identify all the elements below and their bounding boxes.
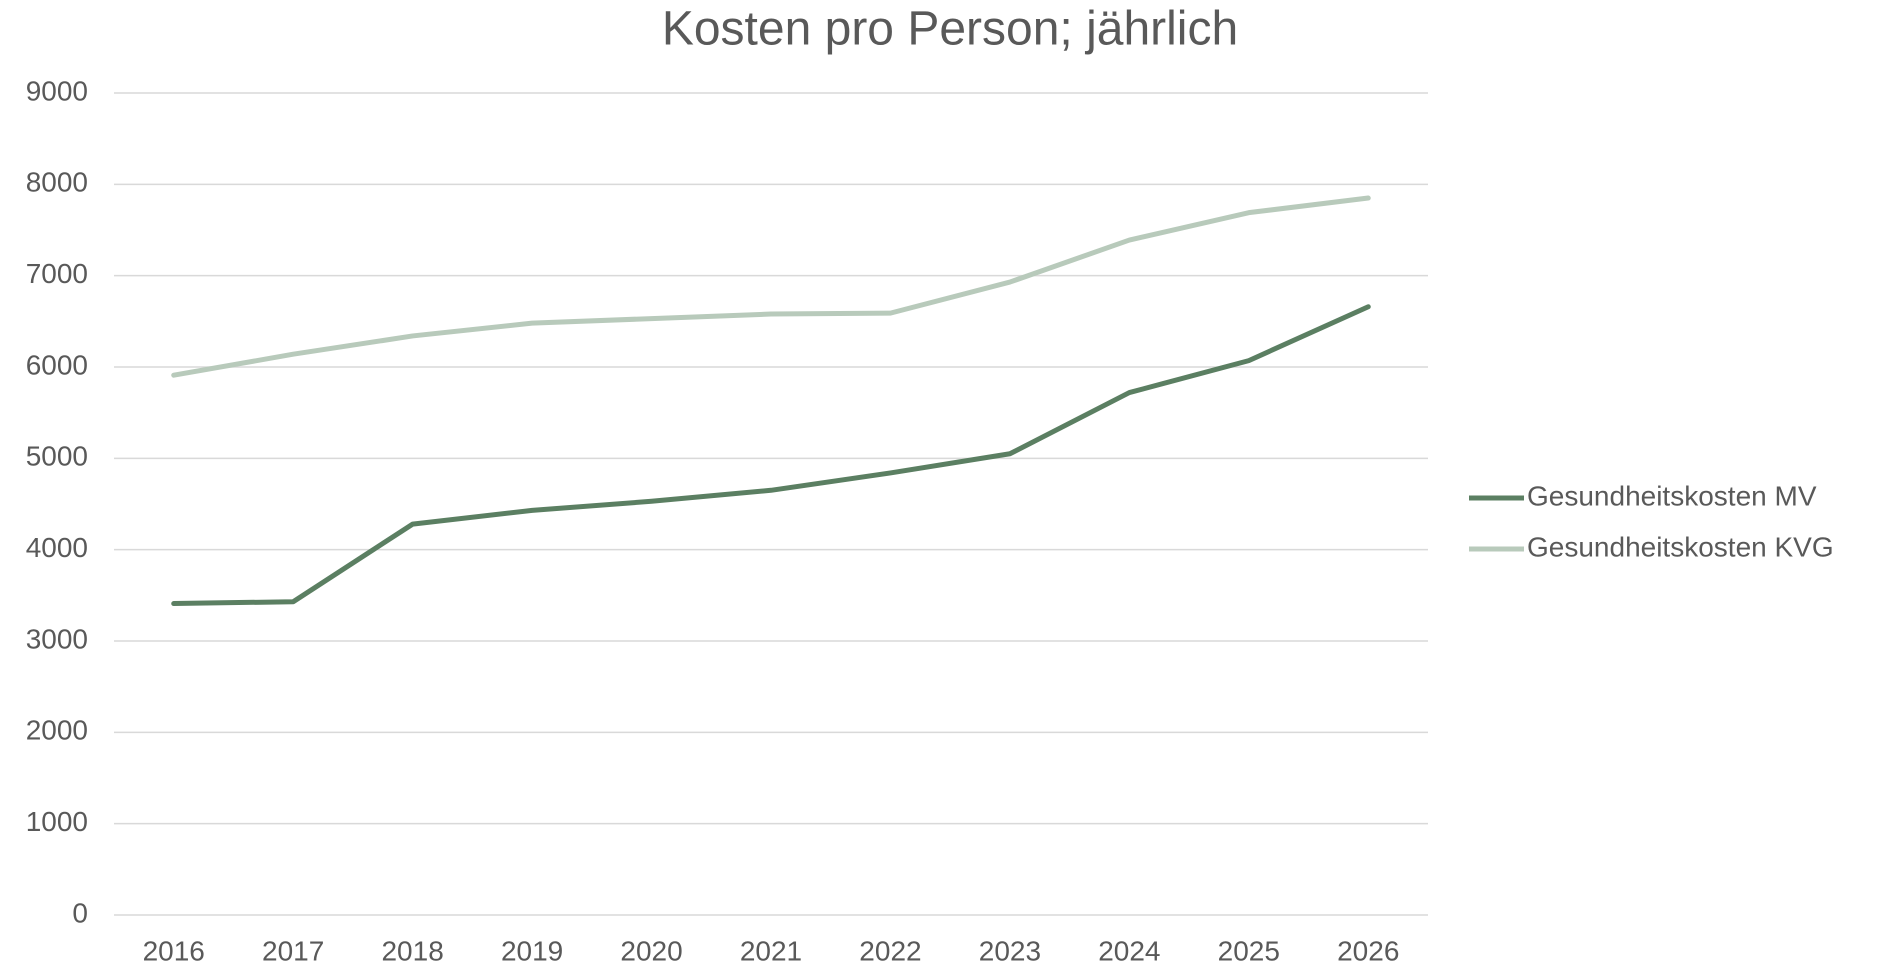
series-line xyxy=(171,195,1371,378)
x-tick-label: 2019 xyxy=(501,935,563,966)
chart-title: Kosten pro Person; jährlich xyxy=(662,3,1238,56)
y-tick-label: 8000 xyxy=(26,167,88,198)
y-tick-label: 4000 xyxy=(26,532,88,563)
y-tick-label: 1000 xyxy=(26,806,88,837)
y-tick-label: 5000 xyxy=(26,441,88,472)
x-tick-label: 2021 xyxy=(740,935,802,966)
x-tick-label: 2020 xyxy=(620,935,682,966)
y-tick-label: 3000 xyxy=(26,623,88,654)
x-tick-label: 2024 xyxy=(1098,935,1160,966)
y-tick-label: 0 xyxy=(72,897,88,928)
legend-label: Gesundheitskosten KVG xyxy=(1527,531,1834,562)
y-tick-label: 2000 xyxy=(26,715,88,746)
legend-label: Gesundheitskosten MV xyxy=(1527,480,1817,511)
x-tick-label: 2026 xyxy=(1337,935,1399,966)
x-tick-label: 2017 xyxy=(262,935,324,966)
x-tick-label: 2018 xyxy=(381,935,443,966)
y-tick-label: 9000 xyxy=(26,75,88,106)
x-tick-label: 2025 xyxy=(1218,935,1280,966)
y-tick-label: 7000 xyxy=(26,258,88,289)
y-tick-label: 6000 xyxy=(26,349,88,380)
x-tick-label: 2022 xyxy=(859,935,921,966)
series-line xyxy=(171,304,1371,607)
x-tick-label: 2023 xyxy=(979,935,1041,966)
x-tick-label: 2016 xyxy=(143,935,205,966)
